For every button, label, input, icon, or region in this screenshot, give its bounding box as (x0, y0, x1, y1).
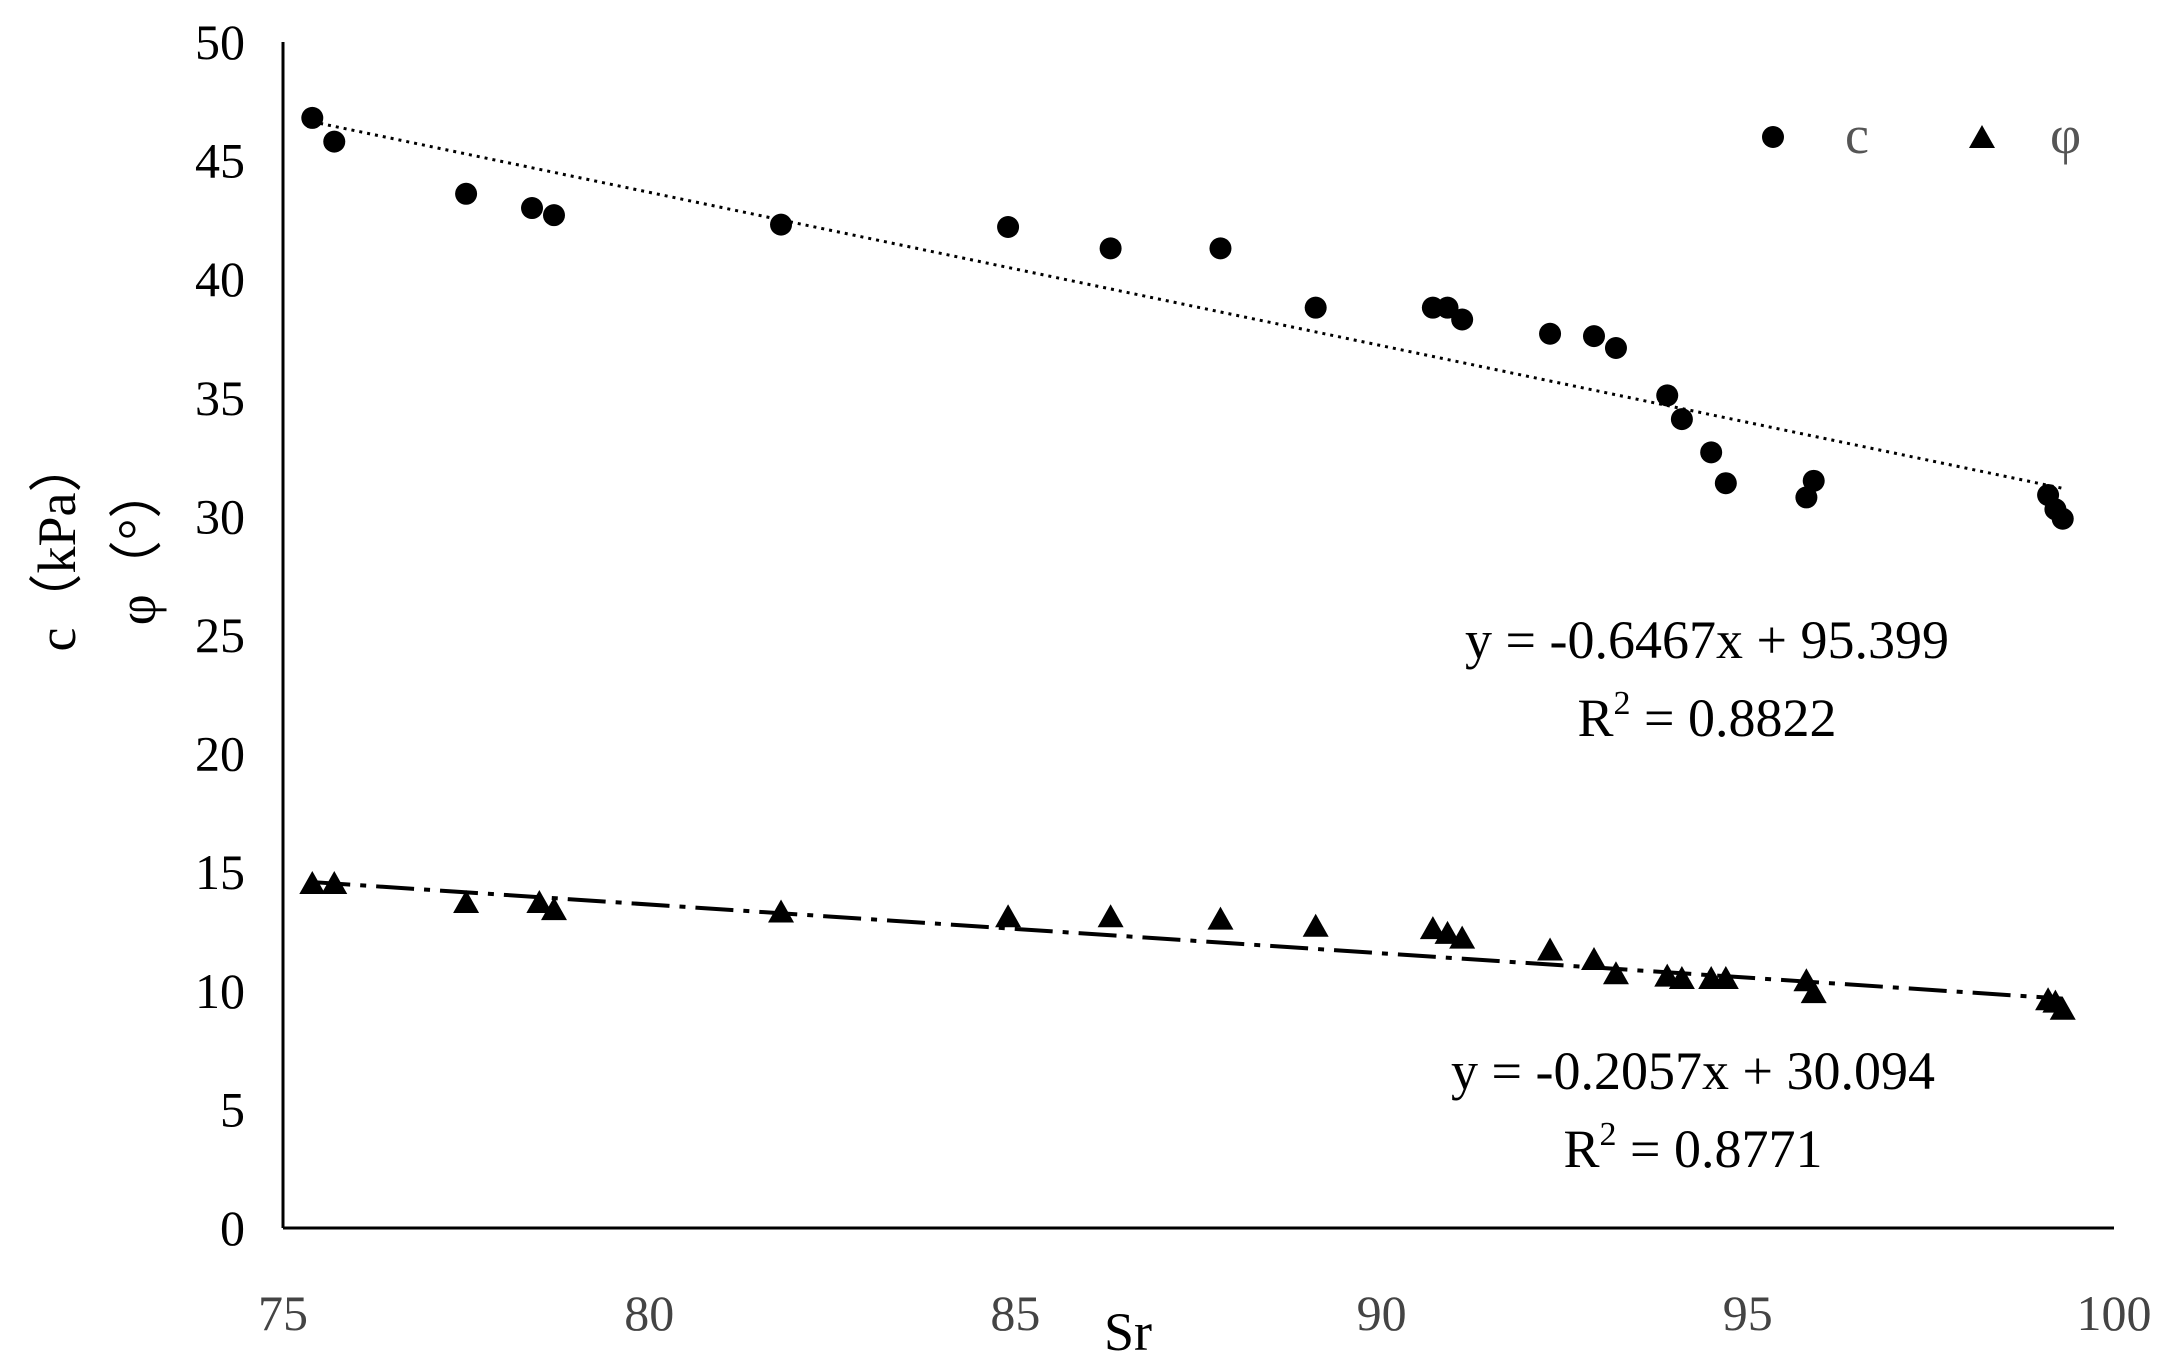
point-phi (1800, 980, 1827, 1004)
y-tick-label: 40 (195, 251, 245, 307)
trendline-phi (312, 880, 2063, 1001)
point-phi (1580, 946, 1607, 970)
point-phi (299, 871, 326, 895)
legend-marker-c (1762, 126, 1784, 148)
y-tick-label: 30 (195, 488, 245, 544)
y-tick-label: 45 (195, 133, 245, 189)
x-tick-label: 75 (258, 1285, 308, 1341)
point-phi (321, 871, 348, 895)
point-phi (1449, 925, 1476, 949)
point-phi (1668, 965, 1695, 989)
trendlines (311, 120, 2064, 1001)
r-squared-phi-value: = 0.8771 (1617, 1119, 1823, 1179)
y-tick-label: 15 (195, 844, 245, 900)
y-tick-labels: 0 5 10 15 20 25 30 35 40 45 50 (195, 14, 245, 1256)
point-c (1304, 296, 1327, 319)
point-phi (453, 890, 480, 914)
y-tick-label: 35 (195, 370, 245, 426)
point-c (1539, 322, 1562, 345)
point-c (542, 204, 565, 227)
point-phi (1302, 913, 1329, 937)
equation-phi: y = -0.2057x + 30.094 (1451, 1041, 1935, 1101)
point-phi (1434, 920, 1461, 944)
data-points (299, 106, 2076, 1020)
r-squared-c-value: = 0.8822 (1631, 688, 1837, 748)
legend-marker-phi (1969, 125, 1995, 148)
y-tick-label: 10 (195, 963, 245, 1019)
legend: c φ (1762, 105, 2081, 165)
x-tick-label: 95 (1723, 1285, 1773, 1341)
point-c (1670, 408, 1693, 431)
point-c (2051, 507, 2074, 530)
legend-label-phi: φ (2050, 105, 2081, 165)
point-c (1436, 296, 1459, 319)
x-tick-label: 100 (2077, 1285, 2152, 1341)
point-phi (526, 890, 553, 914)
point-c (521, 197, 544, 220)
point-phi (1097, 904, 1124, 928)
point-c (1451, 308, 1474, 331)
legend-label-c: c (1845, 105, 1869, 165)
r-squared-phi-prefix: R (1564, 1119, 1600, 1179)
y-tick-label: 25 (195, 607, 245, 663)
point-c (455, 182, 478, 205)
point-c (1795, 486, 1818, 509)
r-squared-phi: R2 = 0.8771 (1564, 1116, 1823, 1179)
y-tick-label: 20 (195, 726, 245, 782)
x-tick-label: 80 (624, 1285, 674, 1341)
y-tick-label: 5 (220, 1081, 245, 1137)
point-c (1209, 237, 1232, 260)
y-tick-label: 0 (220, 1200, 245, 1256)
x-tick-label: 90 (1357, 1285, 1407, 1341)
point-phi (1712, 965, 1739, 989)
r-squared-phi-sup: 2 (1600, 1116, 1617, 1153)
point-phi (1207, 906, 1234, 930)
point-phi (995, 904, 1022, 928)
point-c (1714, 472, 1737, 495)
point-c (301, 106, 324, 129)
point-phi (2049, 996, 2076, 1020)
point-phi (1419, 916, 1446, 940)
equation-c: y = -0.6467x + 95.399 (1465, 610, 1949, 670)
point-c (1656, 384, 1679, 407)
point-c (1604, 336, 1627, 359)
trendline-c (311, 120, 2064, 490)
point-c (1582, 325, 1605, 348)
point-phi (768, 899, 795, 923)
point-c (997, 216, 1020, 239)
point-phi (1602, 961, 1629, 985)
r-squared-c-sup: 2 (1614, 685, 1631, 722)
point-phi (540, 897, 567, 921)
y-axis-title-c: c（kPa） (27, 439, 87, 652)
trendline-annotation-c: y = -0.6467x + 95.399 R2 = 0.8822 (1465, 610, 1949, 748)
r-squared-c: R2 = 0.8822 (1578, 685, 1837, 748)
trendline-annotation-phi: y = -0.2057x + 30.094 R2 = 0.8771 (1451, 1041, 1935, 1179)
y-tick-label: 50 (195, 14, 245, 70)
point-phi (1537, 937, 1564, 961)
r-squared-c-prefix: R (1578, 688, 1614, 748)
x-axis-title: Sr (1104, 1302, 1152, 1362)
point-c (323, 130, 346, 153)
y-axis-title-phi: φ（°） (107, 465, 167, 626)
point-c (1099, 237, 1122, 260)
point-c (1802, 469, 1825, 492)
x-tick-label: 85 (990, 1285, 1040, 1341)
x-tick-labels: 75 80 85 90 95 100 (258, 1285, 2152, 1341)
point-c (770, 213, 793, 236)
point-c (1700, 441, 1723, 464)
